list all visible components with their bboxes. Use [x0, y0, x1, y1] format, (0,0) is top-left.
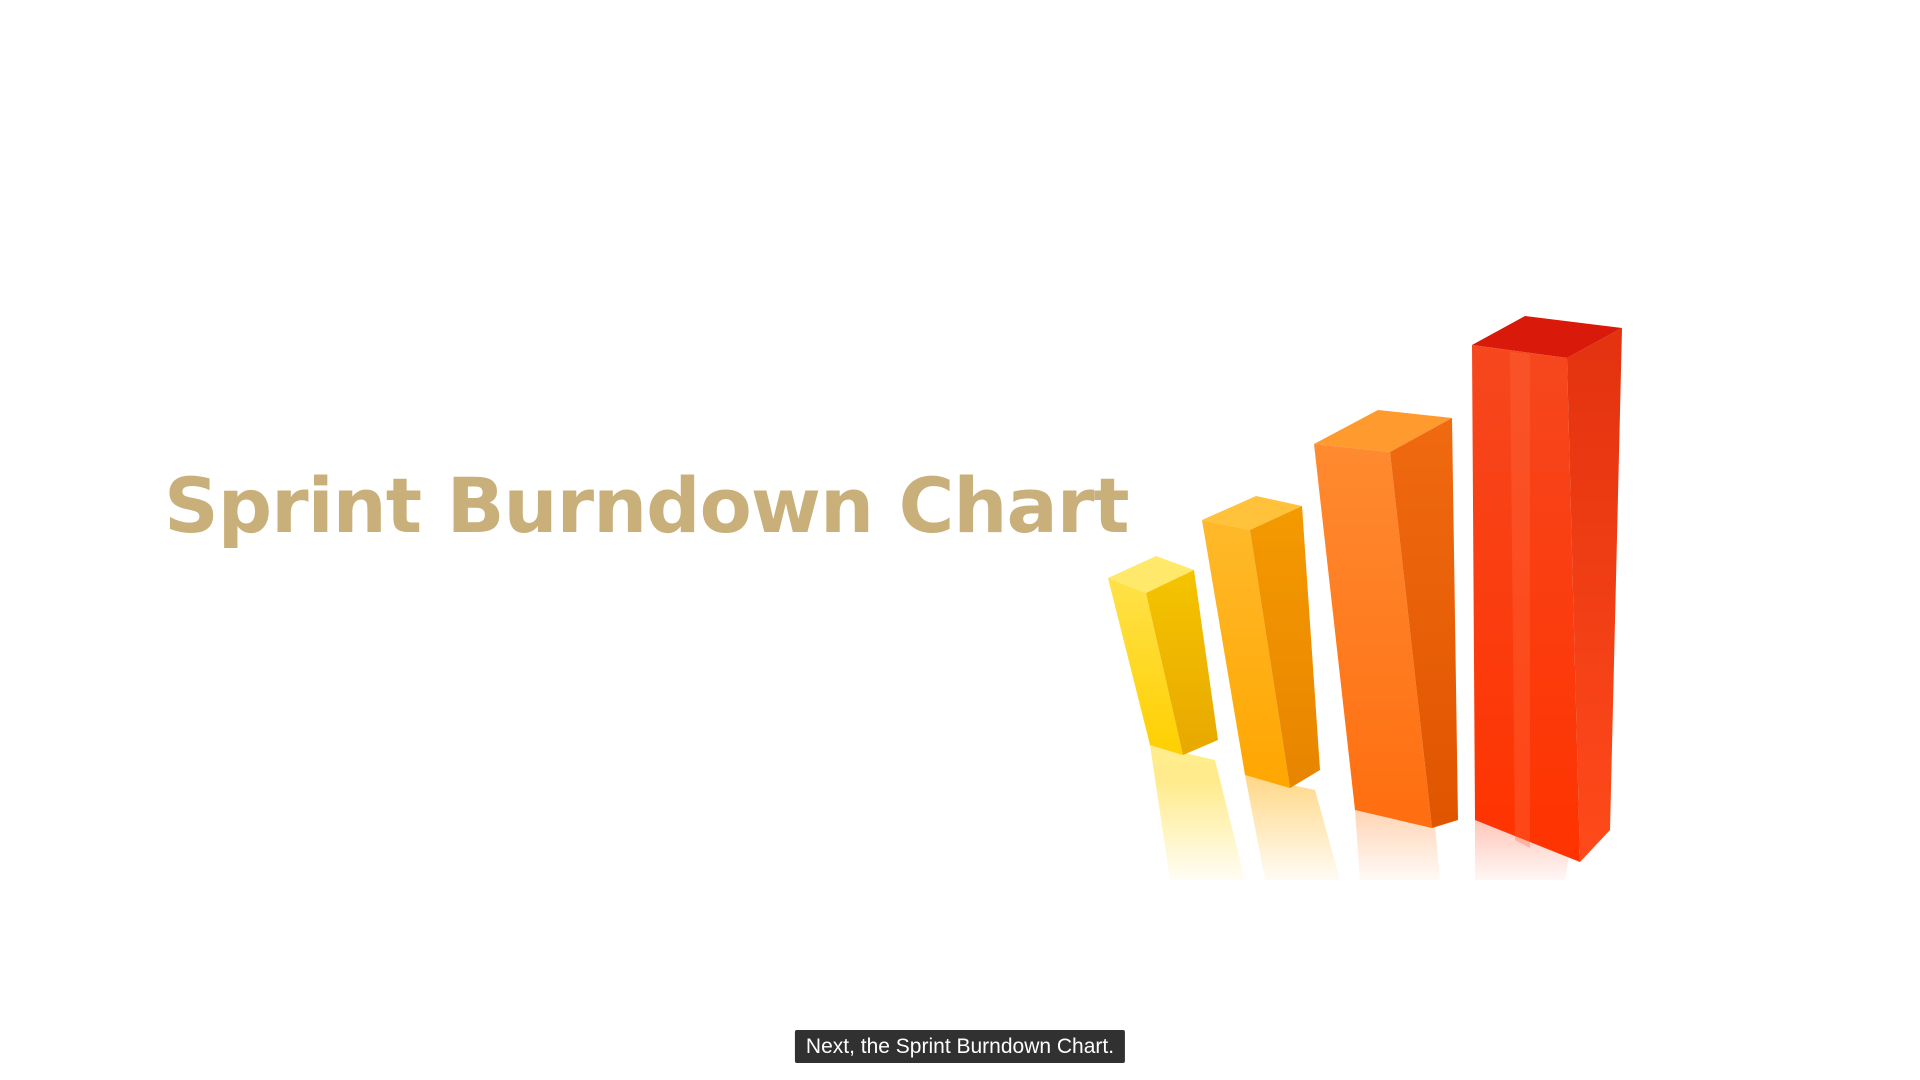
slide-title: Sprint Burndown Chart	[164, 461, 1130, 550]
bar-chart-illustration	[1108, 316, 1630, 890]
bar-yellow	[1108, 556, 1218, 755]
bar-amber	[1202, 496, 1320, 788]
subtitle-caption: Next, the Sprint Burndown Chart.	[794, 1030, 1126, 1063]
bar-red	[1472, 316, 1622, 862]
bar-orange	[1314, 410, 1458, 828]
